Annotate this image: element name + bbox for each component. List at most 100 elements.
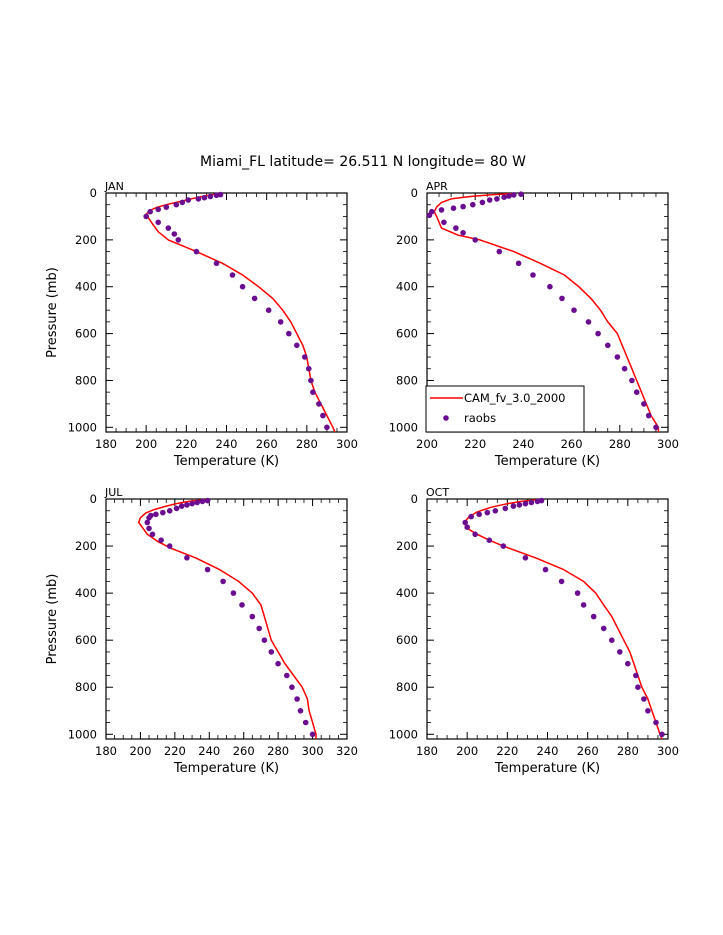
obs-point-apr	[515, 260, 522, 267]
y-tick-label-jan: 1000	[68, 420, 97, 434]
obs-point-apr	[496, 248, 503, 255]
obs-point-oct	[528, 499, 535, 506]
obs-point-jul	[268, 649, 275, 655]
obs-point-jul	[173, 505, 180, 512]
obs-point-oct	[635, 684, 641, 690]
obs-point-jan	[201, 194, 208, 201]
x-tick-label-oct: 200	[456, 744, 478, 758]
obs-point-apr	[441, 219, 447, 226]
panel-jul: JUL 180 200 220 240 260 280 300 320 0 200 400 600 800…	[45, 486, 358, 776]
y-tick-label-jul: 0	[90, 492, 97, 506]
obs-point-apr	[605, 342, 611, 349]
y-tick-label-apr: 400	[396, 280, 418, 294]
obs-point-jan	[155, 219, 161, 226]
x-tick-label-jul: 180	[95, 744, 117, 758]
obs-point-oct	[542, 566, 549, 573]
obs-point-oct	[500, 543, 507, 549]
obs-point-jan	[286, 330, 292, 337]
obs-point-apr	[559, 295, 565, 302]
obs-point-jul	[302, 719, 309, 726]
y-tick-label-apr: 1000	[389, 420, 418, 434]
obs-point-oct	[580, 602, 587, 608]
x-tick-label-oct: 280	[617, 744, 639, 758]
obs-point-oct	[484, 509, 491, 516]
obs-point-oct	[574, 590, 581, 596]
obs-point-apr	[450, 205, 457, 211]
y-tick-label-jul: 400	[75, 586, 97, 600]
y-axis-label-jul: Pressure (mb)	[45, 574, 60, 665]
obs-point-apr	[653, 424, 659, 431]
obs-point-oct	[617, 649, 623, 655]
obs-point-jan	[310, 389, 316, 396]
x-tick-label-jul: 240	[198, 744, 220, 758]
obs-point-jul	[146, 515, 152, 521]
x-axis-label-jul: Temperature (K)	[173, 761, 279, 776]
obs-point-jan	[155, 206, 161, 213]
x-tick-label-jul: 200	[129, 744, 151, 758]
obs-point-oct	[625, 660, 631, 667]
obs-point-apr	[518, 191, 524, 197]
obs-point-apr	[453, 225, 459, 231]
obs-point-jan	[277, 319, 284, 325]
obs-point-oct	[645, 708, 651, 714]
model-line-apr	[433, 193, 660, 432]
obs-point-apr	[479, 199, 486, 206]
legend-obs-label: raobs	[464, 411, 496, 425]
obs-point-apr	[470, 201, 476, 208]
obs-point-apr	[501, 194, 507, 200]
obs-point-apr	[585, 319, 592, 325]
obs-point-apr	[621, 365, 628, 372]
obs-point-apr	[645, 412, 652, 419]
obs-point-jul	[261, 637, 268, 643]
obs-point-jul	[284, 672, 290, 679]
x-tick-label-oct: 240	[537, 744, 559, 758]
x-tick-label-jan: 280	[296, 437, 318, 451]
obs-point-jan	[265, 307, 272, 314]
panel-label-apr: APR	[426, 180, 448, 193]
obs-point-jan	[207, 193, 214, 200]
plot-frame-jan	[105, 192, 348, 433]
obs-point-oct	[522, 500, 529, 507]
obs-point-jan	[193, 248, 200, 255]
obs-point-apr	[530, 272, 536, 278]
obs-point-jul	[204, 566, 211, 573]
panel-label-jan: JAN	[104, 180, 124, 193]
y-tick-label-apr: 600	[396, 327, 418, 341]
obs-point-oct	[558, 578, 565, 585]
x-tick-label-apr: 300	[657, 437, 679, 451]
x-tick-label-jul: 300	[302, 744, 324, 758]
x-tick-label-apr: 240	[512, 437, 534, 451]
obs-point-jul	[239, 602, 245, 608]
obs-point-jan	[316, 401, 322, 407]
obs-point-oct	[590, 613, 597, 620]
obs-point-apr	[547, 283, 553, 290]
plot-frame-oct	[426, 498, 669, 740]
x-tick-label-jan: 260	[256, 437, 278, 451]
obs-point-oct	[534, 498, 541, 505]
obs-point-apr	[486, 197, 493, 203]
obs-point-jul	[166, 543, 173, 549]
model-line-oct	[464, 499, 663, 739]
obs-point-apr	[511, 192, 517, 198]
obs-point-oct	[472, 531, 479, 538]
x-tick-label-oct: 220	[496, 744, 518, 758]
legend: CAM_fv_3.0_2000 raobs	[425, 385, 585, 433]
panel-oct: OCT 180 200 220 240 260 280 300 0 200 400 600 800 100…	[389, 486, 679, 776]
obs-point-jul	[160, 509, 166, 516]
obs-point-oct	[516, 502, 523, 508]
y-tick-label-jul: 1000	[68, 727, 97, 741]
obs-point-jul	[220, 578, 226, 585]
panel-label-jul: JUL	[104, 486, 123, 499]
x-tick-label-jan: 240	[216, 437, 238, 451]
obs-point-jan	[173, 201, 180, 208]
obs-point-jul	[149, 531, 156, 538]
obs-point-oct	[653, 719, 659, 726]
obs-point-jul	[158, 537, 164, 543]
obs-point-jan	[308, 377, 314, 384]
obs-point-apr	[614, 354, 621, 360]
obs-point-jul	[309, 731, 316, 738]
model-line-jul	[137, 499, 317, 739]
panel-jan: JAN 180 200 220 240 260 280 300 0 200 400 600 800 100…	[45, 180, 358, 469]
x-tick-label-jan: 200	[135, 437, 157, 451]
